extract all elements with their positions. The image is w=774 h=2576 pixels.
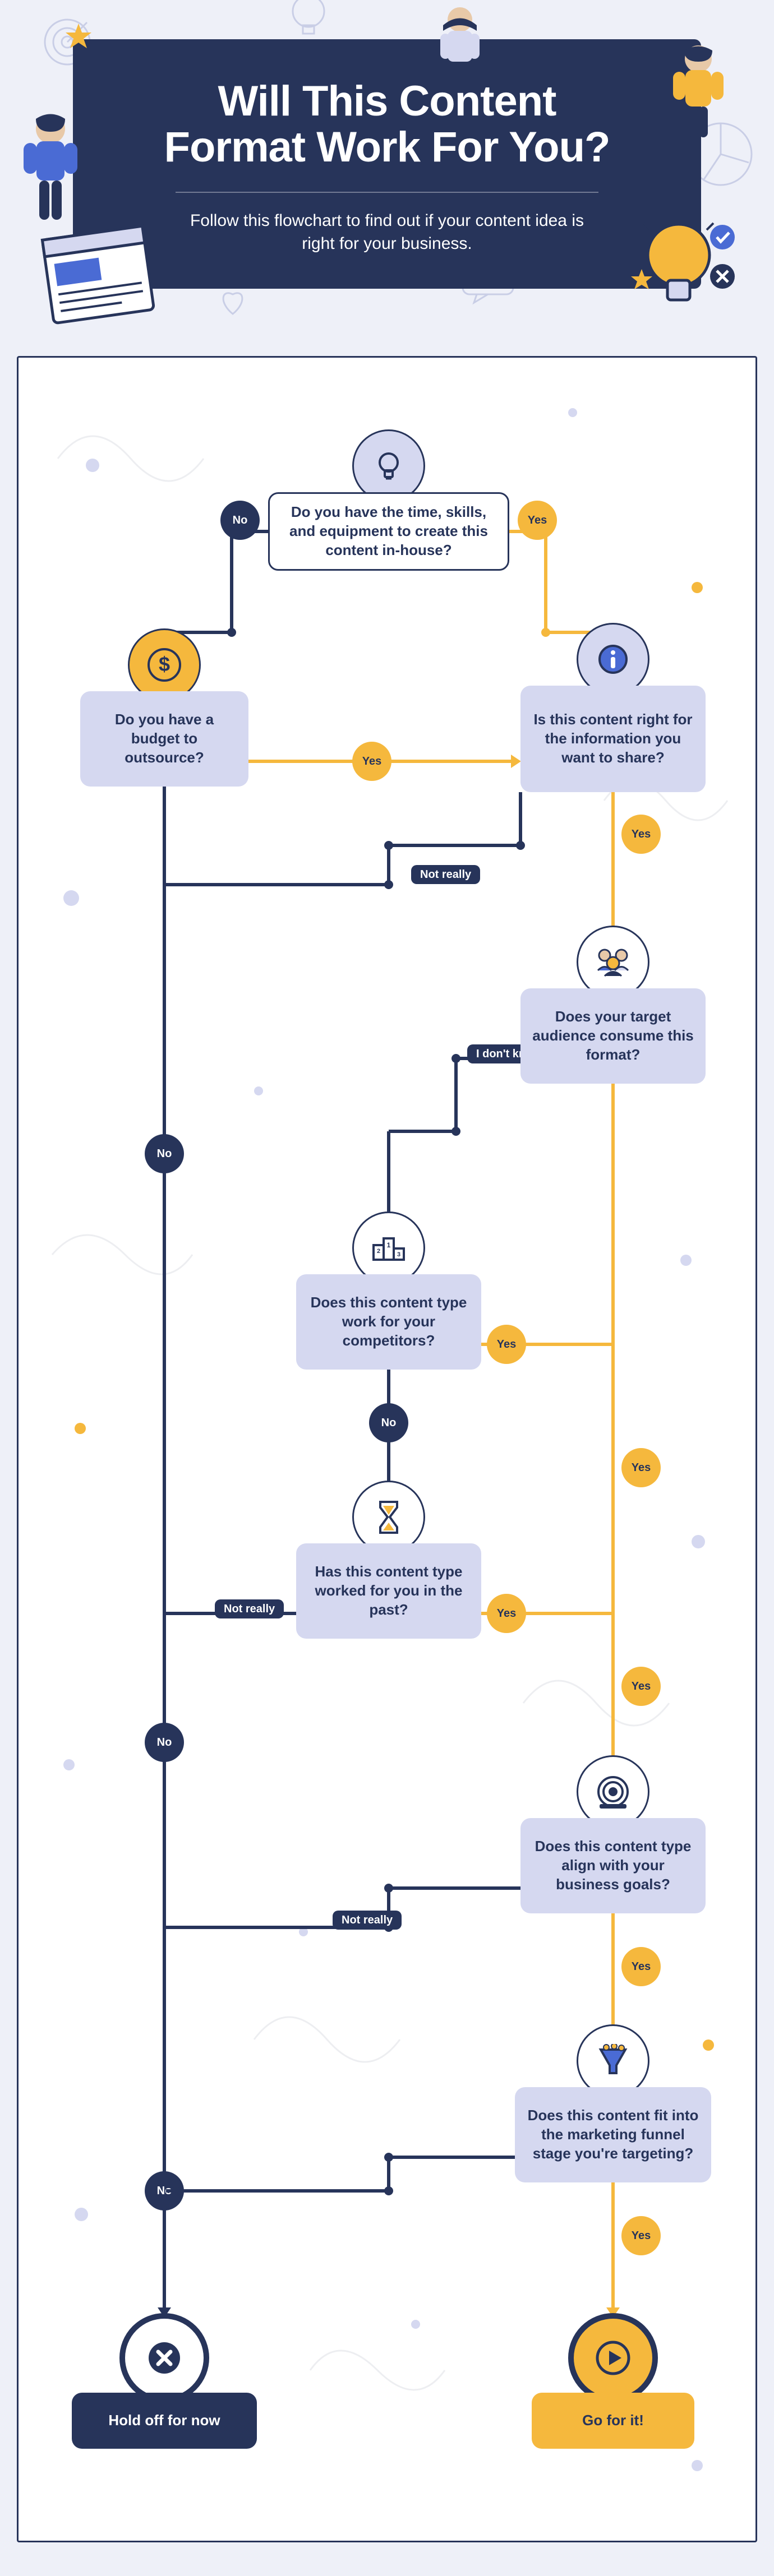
person-right-icon [662, 39, 735, 151]
browser-icon [34, 221, 157, 328]
connector-line [166, 2189, 392, 2193]
edge-label: Yes [621, 815, 661, 854]
edge-label: Yes [487, 1594, 526, 1633]
bg-dot [692, 582, 703, 593]
star-icon [64, 22, 93, 50]
svg-text:3: 3 [397, 1251, 400, 1258]
edge-label: Not really [333, 1911, 402, 1930]
flowchart-node: Does your target audience consume this f… [520, 988, 706, 1084]
bg-dot [63, 890, 79, 906]
edge-label: Yes [352, 742, 391, 781]
connector-line [611, 2182, 615, 2311]
svg-text:2: 2 [377, 1248, 380, 1255]
connector-line [389, 1130, 459, 1133]
hourglass-icon [352, 1481, 425, 1553]
play-icon [568, 2313, 658, 2403]
bg-dot [568, 408, 577, 417]
bg-dot [86, 459, 99, 472]
connector-corner [384, 1884, 393, 1893]
connector-line [164, 883, 392, 886]
heart-bg-icon [213, 283, 252, 322]
flowchart-node: Does this content type align with your b… [520, 1818, 706, 1913]
bg-dot [692, 2460, 703, 2471]
connector-line [519, 792, 522, 849]
edge-label: No [145, 1134, 184, 1173]
bg-dot [680, 1255, 692, 1266]
flowchart-node: Go for it! [532, 2393, 694, 2449]
edge-label: No [220, 501, 260, 540]
edge-label: Yes [621, 1947, 661, 1986]
edge-label: Yes [621, 2216, 661, 2255]
hero-title-line2: Format Work For You? [164, 123, 610, 171]
bg-dot [692, 1535, 705, 1548]
connector-line [389, 1886, 524, 1890]
podium-icon: 12 3 [352, 1211, 425, 1284]
connector-line [611, 1084, 615, 1784]
edge-label: Yes [621, 1667, 661, 1706]
edge-label: Not really [215, 1599, 284, 1618]
arrow-head [511, 755, 521, 768]
lightbulb-icon [352, 429, 425, 502]
funnel-icon [577, 2024, 649, 2097]
connector-line [389, 2156, 518, 2159]
connector-corner [384, 2186, 393, 2195]
flowchart-node: Hold off for now [72, 2393, 257, 2449]
flowchart-node: Does this content fit into the marketing… [515, 2087, 711, 2182]
connector-line [389, 844, 524, 847]
edge-label: Yes [621, 1448, 661, 1487]
bg-dot [75, 1423, 86, 1434]
connector-line [544, 531, 547, 636]
edge-label: Not really [411, 865, 480, 884]
hero-title: Will This Content Format Work For You? [129, 78, 645, 170]
hero-section: Will This Content Format Work For You? F… [0, 0, 774, 339]
connector-line [163, 787, 166, 2311]
flowchart-node: Do you have a budget to outsource? [80, 691, 248, 787]
person-top-icon [426, 3, 494, 81]
edge-label: No [369, 1403, 408, 1442]
svg-text:$: $ [159, 653, 170, 676]
connector-corner [227, 628, 236, 637]
flowchart-frame: NoYesYesNoNoNoYesNot reallyI don't knowY… [17, 356, 757, 2542]
bg-dot [63, 1759, 75, 1770]
people-icon [577, 926, 649, 998]
connector-corner [452, 1127, 460, 1136]
lightbulb-big-icon [628, 210, 740, 322]
connector-corner [384, 2153, 393, 2162]
connector-corner [541, 628, 550, 637]
flowchart-node: Does this content type work for your com… [296, 1274, 481, 1370]
bg-dot [75, 2208, 88, 2221]
bulb-bg-icon [280, 0, 337, 45]
connector-corner [384, 880, 393, 889]
flowchart-container: NoYesYesNoNoNoYesNot reallyI don't knowY… [0, 339, 774, 2576]
connector-line [230, 531, 233, 636]
edge-label: No [145, 1723, 184, 1762]
hero-subtitle: Follow this flowchart to find out if you… [174, 210, 600, 255]
hero-divider [176, 192, 598, 193]
svg-text:1: 1 [387, 1241, 391, 1249]
hero-card: Will This Content Format Work For You? F… [73, 39, 701, 289]
connector-corner [384, 841, 393, 850]
edge-label: Yes [487, 1325, 526, 1364]
flowchart-node: Is this content right for the informatio… [520, 686, 706, 792]
connector-corner [452, 1054, 460, 1063]
info-icon [577, 623, 649, 696]
connector-line [454, 1058, 458, 1135]
star-icon [630, 268, 653, 292]
bg-dot [703, 2039, 714, 2051]
target-icon [577, 1755, 649, 1828]
flowchart-node: Do you have the time, skills, and equipm… [268, 492, 509, 571]
flowchart-node: Has this content type worked for you in … [296, 1543, 481, 1639]
edge-label: Yes [518, 501, 557, 540]
hero-title-line1: Will This Content [218, 77, 556, 125]
dollar-icon: $ [128, 628, 201, 701]
bg-dot [254, 1086, 263, 1095]
cross-icon [119, 2313, 209, 2403]
